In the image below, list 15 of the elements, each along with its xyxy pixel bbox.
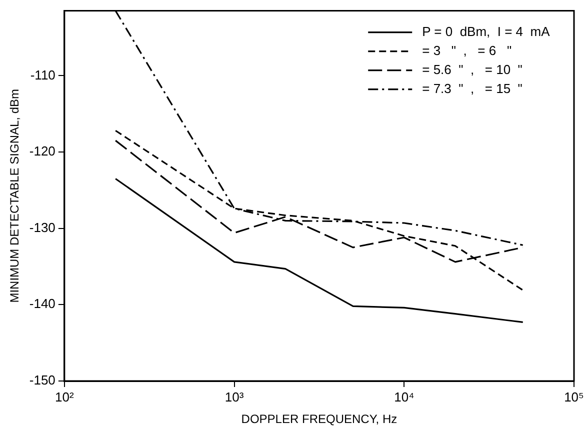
- y-tick-label: -110: [30, 67, 56, 82]
- legend-label: P = 0 dBm, I = 4 mA: [422, 24, 550, 39]
- x-axis-title: DOPPLER FREQUENCY, Hz: [241, 412, 398, 426]
- x-tick-label: 10²: [55, 389, 74, 404]
- x-tick-label: 10⁵: [564, 389, 584, 404]
- y-tick-label: -140: [29, 296, 56, 312]
- y-axis-title: MINIMUM DETECTABLE SIGNAL, dBm: [8, 88, 22, 303]
- legend-label: = 7.3 " , = 15 ": [422, 80, 523, 96]
- x-tick-label: 10⁴: [394, 389, 414, 404]
- legend-label: = 5.6 " , = 10 ": [422, 62, 523, 77]
- y-tick-label: -130: [29, 220, 56, 235]
- y-tick-label: -150: [29, 372, 56, 388]
- y-tick-label: -120: [29, 144, 56, 159]
- legend-label: = 3 " , = 6 ": [422, 42, 512, 58]
- x-tick-label: 10³: [224, 389, 244, 404]
